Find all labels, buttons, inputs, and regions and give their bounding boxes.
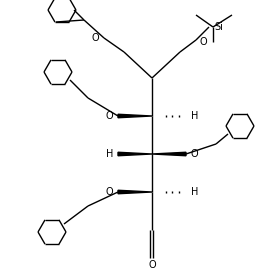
Text: H: H bbox=[106, 149, 113, 159]
Text: O: O bbox=[148, 260, 156, 270]
Text: O: O bbox=[105, 187, 113, 197]
Polygon shape bbox=[118, 190, 152, 194]
Polygon shape bbox=[118, 114, 152, 118]
Text: O: O bbox=[200, 37, 208, 47]
Text: O: O bbox=[191, 149, 199, 159]
Text: O: O bbox=[91, 33, 99, 43]
Text: H: H bbox=[191, 187, 198, 197]
Text: H: H bbox=[191, 111, 198, 121]
Text: Si: Si bbox=[214, 22, 223, 32]
Text: O: O bbox=[105, 111, 113, 121]
Polygon shape bbox=[118, 152, 152, 156]
Polygon shape bbox=[152, 152, 186, 156]
